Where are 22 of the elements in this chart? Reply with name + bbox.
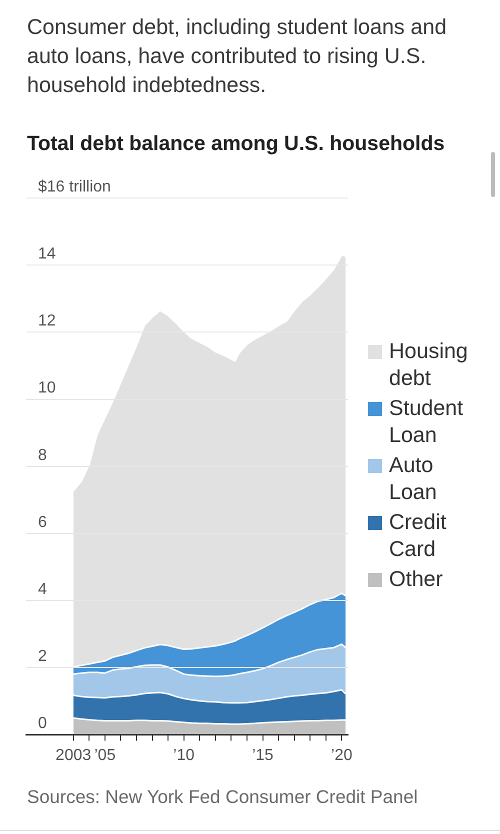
x-tick-label: ’10 bbox=[173, 746, 195, 764]
legend-label: Student Loan bbox=[389, 395, 464, 449]
x-tick-label: 2003 bbox=[56, 746, 92, 764]
x-tick-label: ’20 bbox=[331, 746, 352, 764]
chart-title: Total debt balance among U.S. households bbox=[27, 132, 445, 156]
y-tick-label: $16 trillion bbox=[38, 178, 111, 196]
x-tick-label: ’05 bbox=[94, 746, 116, 764]
legend-label: Other bbox=[389, 566, 444, 593]
y-tick-label: 2 bbox=[38, 648, 47, 666]
legend-label: Auto Loan bbox=[389, 452, 438, 506]
y-tick-label: 8 bbox=[38, 446, 47, 464]
y-tick-label: 0 bbox=[38, 715, 47, 732]
legend-label: Credit Card bbox=[389, 509, 448, 563]
y-tick-label: 4 bbox=[38, 581, 47, 598]
y-tick-label: 14 bbox=[38, 246, 56, 263]
y-tick-label: 6 bbox=[38, 514, 47, 531]
y-tick-label: 12 bbox=[38, 312, 56, 330]
source-note: Sources: New York Fed Consumer Credit Panel bbox=[27, 785, 419, 809]
x-tick-label: ’15 bbox=[252, 746, 274, 764]
legend-label: Housing debt bbox=[389, 338, 469, 392]
y-tick-label: 10 bbox=[38, 380, 56, 397]
text: Consumer debt, including student loans and auto loans, have contributed to rising U.S. household indebtedness. bbox=[27, 14, 448, 99]
